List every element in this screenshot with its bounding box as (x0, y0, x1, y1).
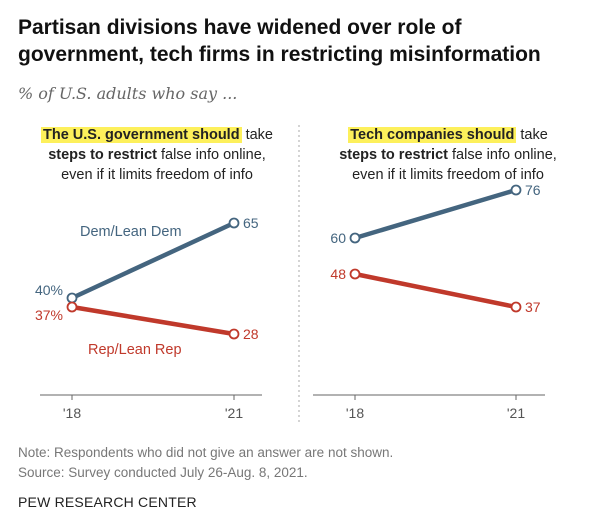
x-tick-label: '18 (346, 405, 364, 421)
chart-subtitle: % of U.S. adults who say ... (18, 84, 238, 103)
x-tick-label: '21 (507, 405, 525, 421)
data-point-dem (66, 292, 78, 304)
heading-text: take (516, 127, 548, 143)
brand-logo-text: PEW RESEARCH CENTER (18, 494, 197, 510)
data-point-rep (66, 301, 78, 313)
heading-text: false info online, (447, 147, 557, 163)
panel-heading-government: The U.S. government should take steps to… (22, 125, 292, 185)
data-point-dem (349, 232, 361, 244)
heading-text: even if it limits freedom of info (61, 167, 253, 183)
heading-text: take (241, 127, 273, 143)
x-tick-label: '21 (225, 405, 243, 421)
line-charts: '18 '21 40% 65 37% 28 '18 '21 60 76 48 37 Dem/Lean D… (35, 125, 545, 425)
heading-text: even if it limits freedom of info (352, 167, 544, 183)
data-label-rep: 37% (35, 307, 63, 323)
data-point-dem (228, 217, 240, 229)
data-label-rep: 28 (243, 326, 259, 342)
panel-heading-tech: Tech companies should take steps to rest… (313, 125, 583, 185)
data-label-rep: 37 (525, 299, 541, 315)
data-point-rep (228, 328, 240, 340)
data-label-dem: 65 (243, 215, 259, 231)
heading-highlight: Tech companies should (348, 127, 517, 143)
data-point-rep (349, 268, 361, 280)
data-label-dem: 40% (35, 282, 63, 298)
heading-text: false info online, (156, 147, 266, 163)
heading-bold: steps to restrict (339, 147, 448, 163)
data-label-dem: 76 (525, 182, 541, 198)
heading-bold: steps to restrict (48, 147, 157, 163)
data-label-dem: 60 (330, 230, 346, 246)
heading-highlight: The U.S. government should (40, 127, 242, 143)
series-name-rep: Rep/Lean Rep (88, 342, 182, 358)
source-note: Source: Survey conducted July 26-Aug. 8,… (18, 465, 308, 480)
chart-title: Partisan divisions have widened over rol… (18, 16, 541, 66)
series-line-rep (352, 271, 519, 310)
series-line-dem (352, 187, 519, 241)
series-line-rep (69, 304, 237, 337)
data-point-rep (510, 301, 522, 313)
data-label-rep: 48 (330, 266, 346, 282)
data-point-dem (510, 184, 522, 196)
series-name-dem: Dem/Lean Dem (80, 224, 182, 240)
footnote: Note: Respondents who did not give an an… (18, 445, 394, 460)
x-tick-label: '18 (63, 405, 81, 421)
series-line-dem (69, 220, 237, 301)
